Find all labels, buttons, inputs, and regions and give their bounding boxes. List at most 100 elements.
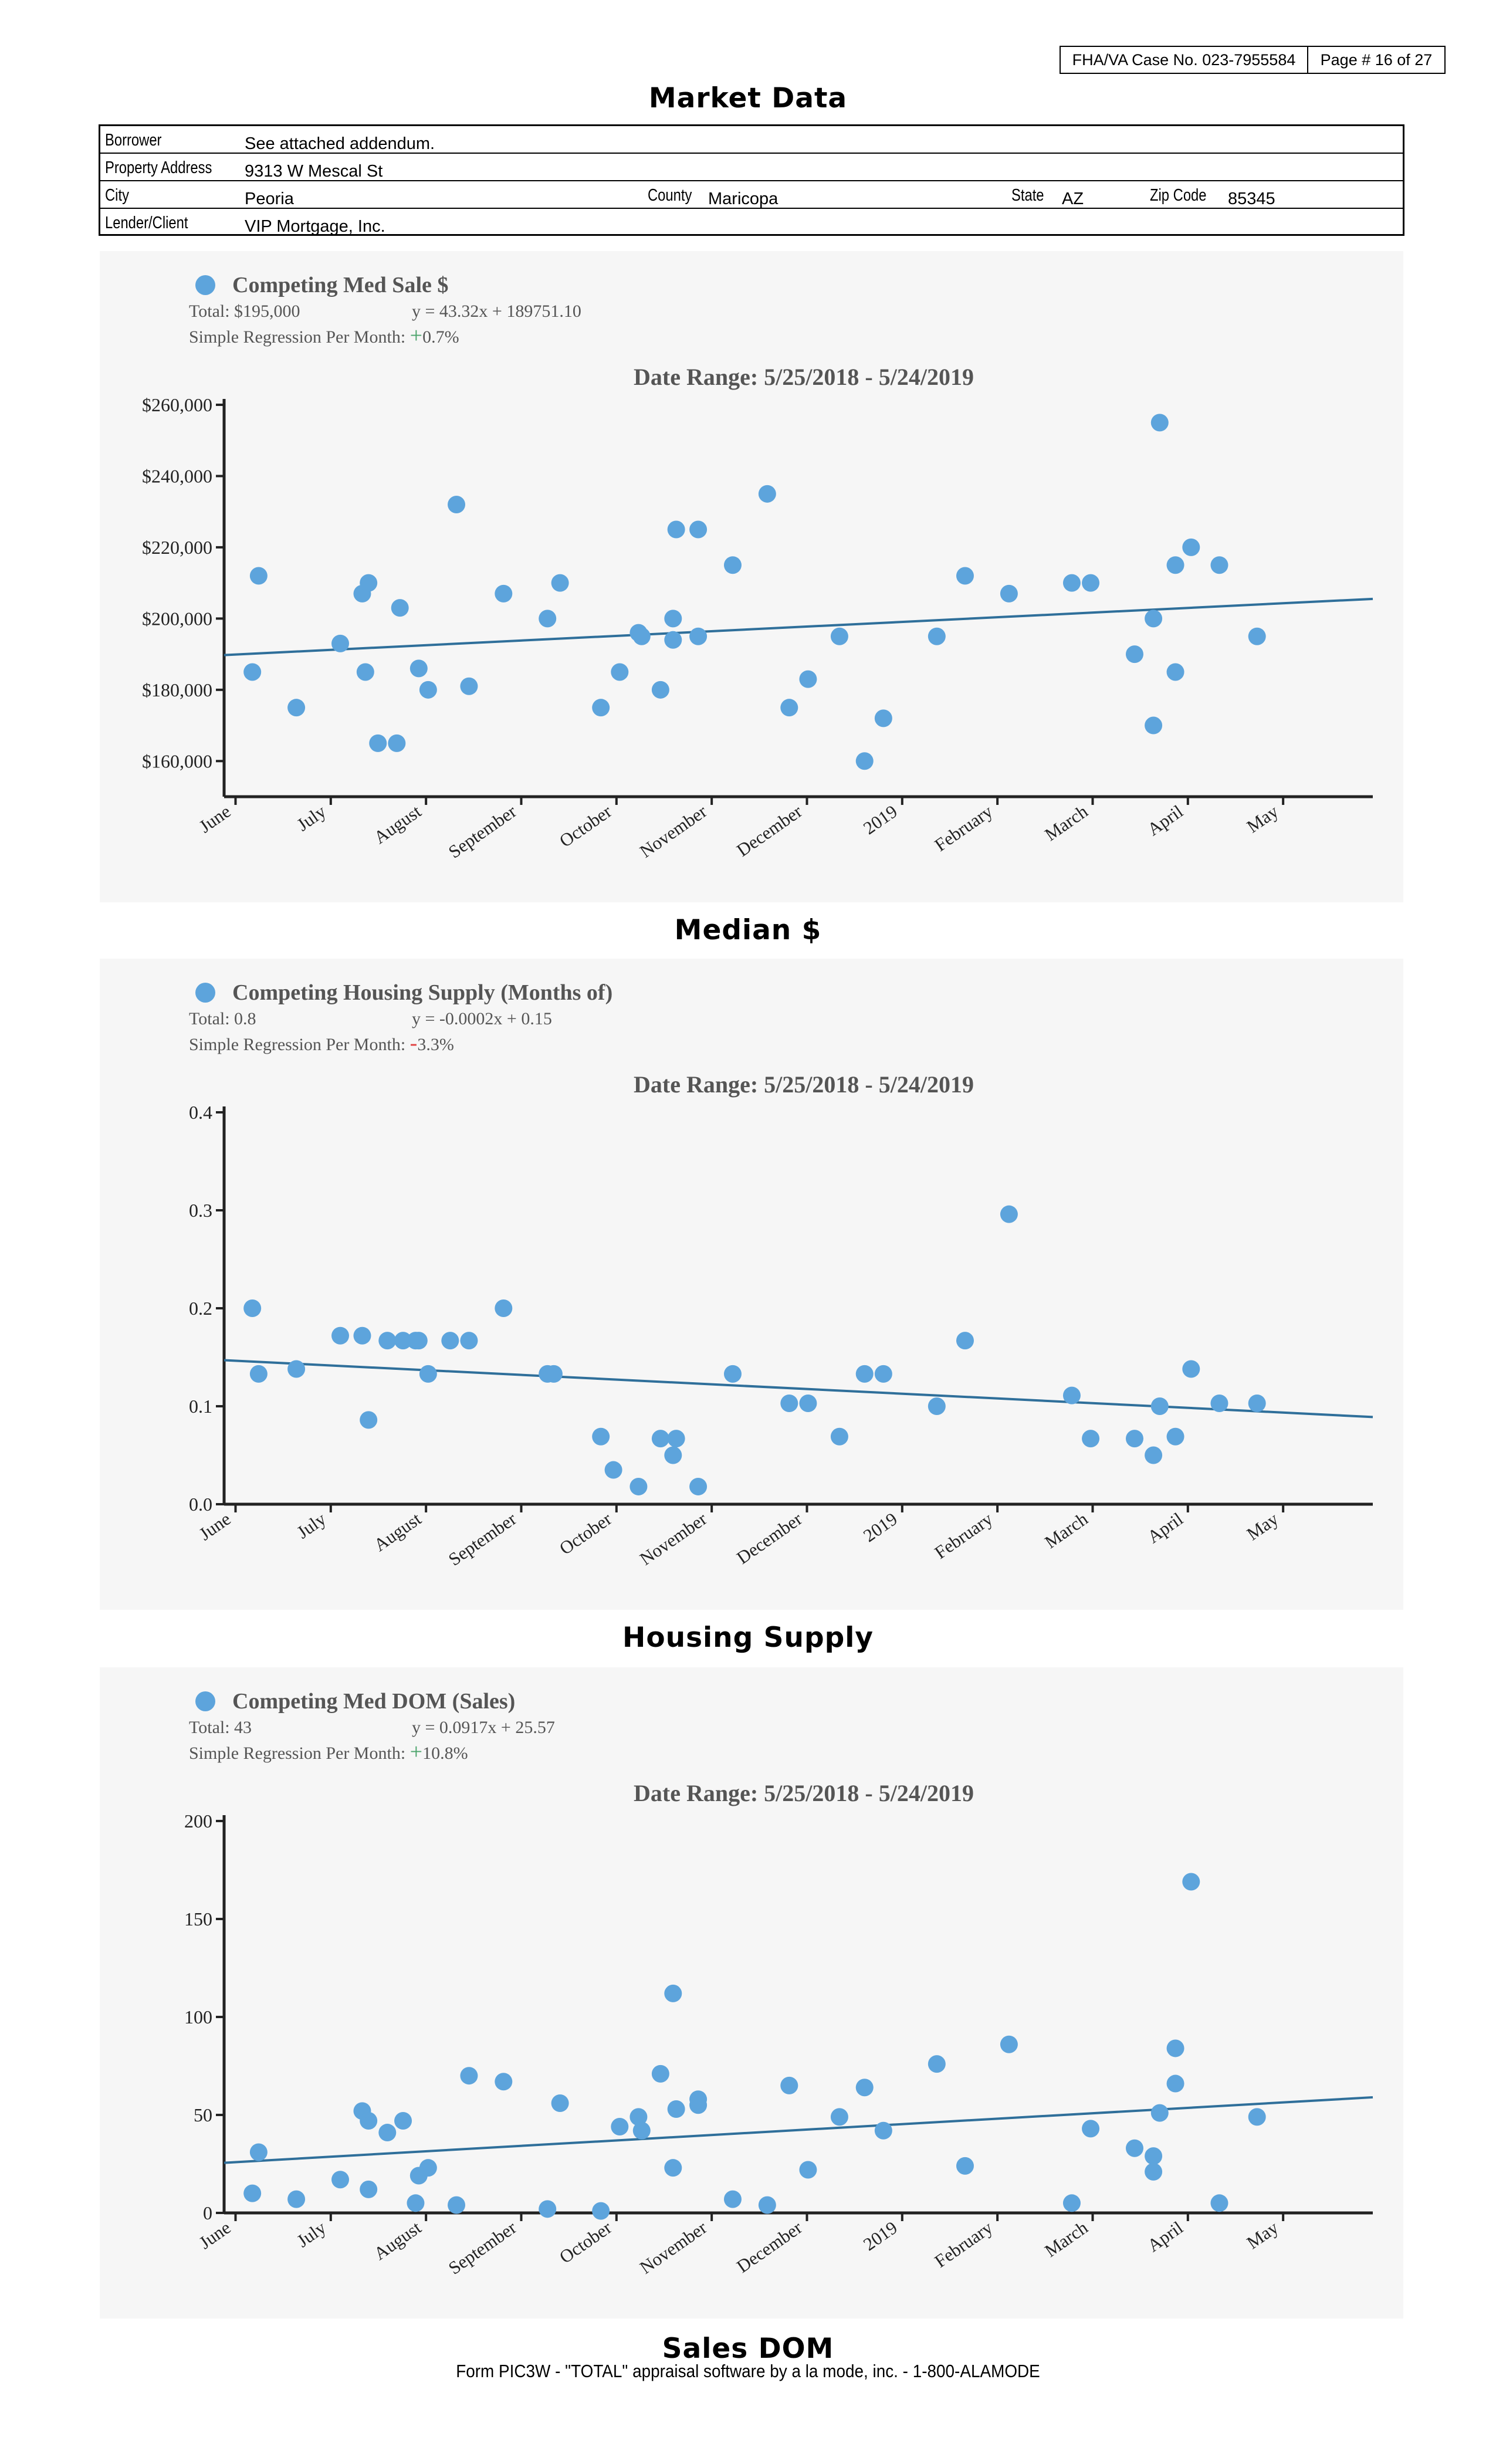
data-point xyxy=(388,734,406,752)
data-point xyxy=(1145,2162,1163,2181)
data-point xyxy=(723,2190,742,2208)
data-point xyxy=(830,1427,848,1446)
legend-label: Competing Med Sale $ xyxy=(232,273,448,297)
equation-label: y = 43.32x + 189751.10 xyxy=(412,302,581,321)
data-point xyxy=(855,2079,874,2097)
lender-row: Lender/Client VIP Mortgage, Inc. xyxy=(100,209,1403,236)
regression-value: 0.7% xyxy=(422,327,459,347)
data-point xyxy=(604,1461,622,1479)
data-point xyxy=(1166,556,1184,574)
data-point xyxy=(243,2184,262,2202)
lender-value: VIP Mortgage, Inc. xyxy=(245,217,385,236)
data-point xyxy=(780,699,798,717)
data-point xyxy=(664,1446,682,1464)
data-point xyxy=(360,1411,378,1429)
data-point xyxy=(394,1332,412,1350)
data-point xyxy=(664,631,682,649)
y-tick-label: 50 xyxy=(194,2104,212,2125)
data-point xyxy=(544,1365,563,1383)
data-point xyxy=(629,1477,648,1495)
zip-label: Zip Code xyxy=(1150,186,1207,205)
median-sale-plot: Competing Med Sale $ Total: $195,000 y = 4… xyxy=(142,273,1373,862)
x-tick-label: 2019 xyxy=(859,1508,901,1546)
y-tick-label: $160,000 xyxy=(142,750,212,771)
data-point xyxy=(391,599,409,617)
data-point xyxy=(1082,574,1100,592)
data-point xyxy=(956,567,974,585)
regression-text: Simple Regression Per Month: xyxy=(189,1035,410,1054)
data-point xyxy=(667,1430,685,1448)
regression-value: 10.8% xyxy=(422,1744,468,1763)
y-tick-label: 0 xyxy=(203,2202,212,2223)
data-point xyxy=(1248,2108,1266,2126)
x-tick-label: September xyxy=(445,801,520,862)
data-point xyxy=(1150,1397,1169,1415)
data-point xyxy=(539,2200,557,2218)
x-tick-label: November xyxy=(636,2217,711,2278)
data-point xyxy=(664,2159,682,2177)
page-title: Market Data xyxy=(648,82,848,114)
x-tick-label: 2019 xyxy=(859,801,901,838)
data-point xyxy=(353,1326,371,1345)
housing-supply-plot: Competing Housing Supply (Months of) Tota… xyxy=(189,980,1373,1570)
data-point xyxy=(874,2121,892,2140)
x-tick-label: October xyxy=(556,1508,615,1559)
data-point xyxy=(874,709,892,727)
lender-label: Lender/Client xyxy=(105,214,188,232)
x-tick-label: April xyxy=(1143,801,1187,840)
county-value: Maricopa xyxy=(708,189,779,208)
case-number: FHA/VA Case No. 023-7955584 xyxy=(1061,47,1308,73)
data-point xyxy=(409,659,428,678)
y-tick-label: 150 xyxy=(184,1908,212,1930)
total-label: Total: 43 xyxy=(189,1718,252,1737)
data-point xyxy=(758,2196,776,2214)
data-point xyxy=(369,734,387,752)
data-point xyxy=(448,2196,466,2214)
y-tick-label: 0.4 xyxy=(189,1102,212,1123)
x-tick-label: July xyxy=(293,801,330,835)
data-point xyxy=(331,2171,350,2189)
y-tick-label: 100 xyxy=(184,2006,212,2028)
chart-title: Date Range: 5/25/2018 - 5/24/2019 xyxy=(634,1071,974,1098)
y-tick-label: $260,000 xyxy=(142,394,212,415)
address-row: Property Address 9313 W Mescal St xyxy=(100,154,1403,181)
legend-marker xyxy=(195,275,215,295)
regression-text: Simple Regression Per Month: xyxy=(189,1744,410,1763)
data-point xyxy=(394,2112,412,2130)
data-point xyxy=(1125,1430,1143,1448)
legend-label: Competing Med DOM (Sales) xyxy=(232,1689,515,1714)
x-tick-label: 2019 xyxy=(859,2217,901,2255)
data-point xyxy=(1182,1360,1200,1378)
data-point xyxy=(1145,2147,1163,2165)
equation-label: y = 0.0917x + 25.57 xyxy=(412,1718,555,1737)
chart-title: Date Range: 5/25/2018 - 5/24/2019 xyxy=(634,364,974,390)
caption-sales-dom: Sales DOM xyxy=(662,2333,834,2365)
data-point xyxy=(1182,538,1200,556)
county-label: County xyxy=(648,186,692,205)
x-tick-label: March xyxy=(1041,1508,1092,1552)
data-point xyxy=(419,681,437,699)
data-point xyxy=(629,2108,648,2126)
regression-label: Simple Regression Per Month: +10.8% xyxy=(189,1739,468,1764)
borrower-label: Borrower xyxy=(105,131,162,150)
data-point xyxy=(855,752,874,770)
data-point xyxy=(1145,610,1163,628)
trend-line xyxy=(224,2096,1373,2164)
x-tick-label: June xyxy=(195,801,235,837)
y-tick-label: $180,000 xyxy=(142,679,212,700)
x-tick-label: March xyxy=(1041,801,1092,845)
legend-marker xyxy=(195,1691,215,1711)
data-point xyxy=(928,627,946,645)
data-point xyxy=(1166,2074,1184,2093)
chart-median-sale: Competing Med Sale $ Total: $195,000 y = 4… xyxy=(100,251,1403,902)
data-point xyxy=(331,634,350,652)
legend-label: Competing Housing Supply (Months of) xyxy=(232,980,612,1005)
data-point xyxy=(1125,645,1143,664)
data-point xyxy=(356,663,374,681)
data-point xyxy=(874,1365,892,1383)
x-tick-label: February xyxy=(930,2217,996,2272)
data-point xyxy=(419,1365,437,1383)
case-header: FHA/VA Case No. 023-7955584 Page # 16 of… xyxy=(1060,46,1446,74)
x-tick-label: April xyxy=(1143,2217,1187,2256)
data-point xyxy=(1166,2039,1184,2057)
